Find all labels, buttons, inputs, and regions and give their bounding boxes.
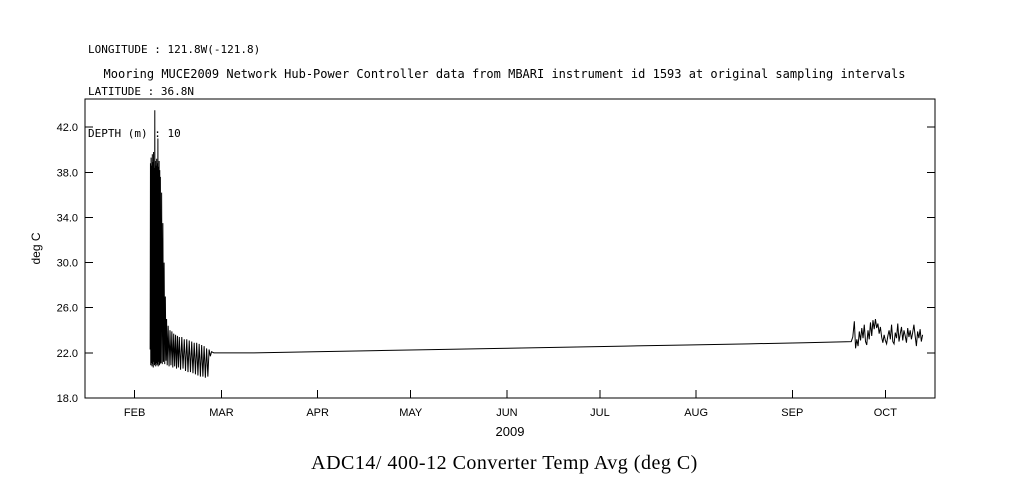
axis-frame: [84, 98, 936, 399]
x-tick-label: MAY: [399, 407, 423, 419]
x-tick-label: AUG: [684, 407, 708, 419]
x-tick-label: FEB: [124, 407, 145, 419]
plot-title: Mooring MUCE2009 Network Hub-Power Contr…: [103, 67, 906, 81]
y-tick-label: 38.0: [57, 167, 78, 179]
x-tick-label: APR: [306, 407, 329, 419]
x-tick-label: SEP: [781, 407, 803, 419]
y-axis-label: deg C: [29, 232, 43, 264]
depth-label: DEPTH (m) : 10: [88, 127, 181, 140]
y-tick-label: 42.0: [57, 122, 78, 134]
y-tick-label: 18.0: [57, 393, 78, 405]
y-tick-label: 34.0: [57, 212, 78, 224]
x-axis-label: 2009: [496, 424, 525, 439]
station-info-block: LONGITUDE : 121.8W(-121.8) LATITUDE : 36…: [88, 15, 260, 169]
y-tick-label: 30.0: [57, 258, 78, 270]
x-tick-label: OCT: [874, 407, 898, 419]
x-tick-label: JUL: [590, 407, 610, 419]
y-tick-label: 22.0: [57, 348, 78, 360]
longitude-label: LONGITUDE : 121.8W(-121.8): [88, 43, 261, 56]
x-tick-label: MAR: [209, 407, 234, 419]
x-tick-label: JUN: [496, 407, 517, 419]
figure-caption: ADC14/ 400-12 Converter Temp Avg (deg C): [311, 452, 698, 474]
latitude-label: LATITUDE : 36.8N: [88, 85, 194, 98]
y-tick-label: 26.0: [57, 303, 78, 315]
series-line: [149, 110, 924, 378]
